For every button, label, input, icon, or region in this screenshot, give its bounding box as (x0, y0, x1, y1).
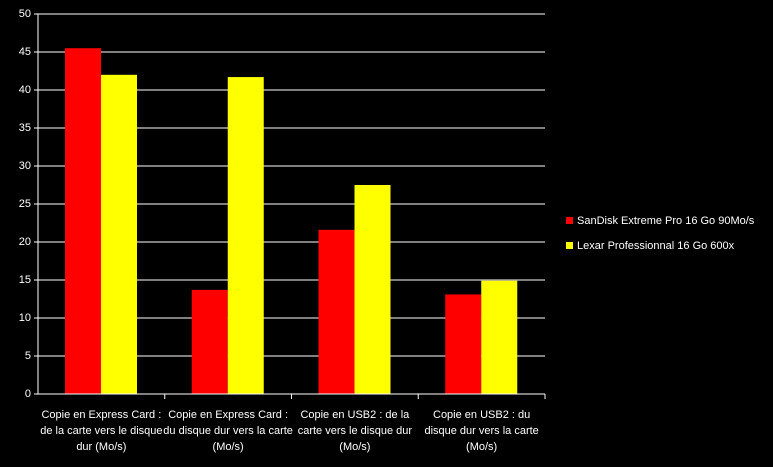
x-tick-label: Copie en Express Card : du disque dur ve… (163, 409, 293, 453)
y-tick-label: 45 (19, 46, 31, 58)
y-tick-label: 35 (19, 122, 31, 134)
legend-label: Lexar Professionnal 16 Go 600x (577, 240, 735, 252)
bar (481, 280, 518, 394)
y-tick-label: 25 (19, 198, 31, 210)
y-tick-label: 50 (19, 8, 31, 20)
y-tick-label: 30 (19, 160, 31, 172)
bar (191, 289, 228, 394)
y-tick-label: 40 (19, 84, 31, 96)
y-tick-label: 20 (19, 236, 31, 248)
bar (101, 74, 137, 395)
legend-swatch (566, 217, 573, 224)
x-tick-label: Copie en USB2 : de la carte vers le disq… (297, 409, 413, 453)
y-tick-label: 10 (19, 312, 31, 324)
x-tick-label: Copie en Express Card : de la carte vers… (40, 409, 163, 453)
legend-label: SanDisk Extreme Pro 16 Go 90Mo/s (577, 215, 755, 227)
legend-swatch (566, 242, 573, 249)
y-tick-label: 5 (25, 350, 31, 362)
y-tick-label: 15 (19, 274, 31, 286)
bar (318, 229, 355, 394)
bar (445, 294, 482, 394)
x-tick-label: Copie en USB2 : du disque dur vers la ca… (424, 409, 539, 453)
bar (227, 77, 264, 394)
bar (354, 185, 391, 394)
bar (65, 48, 101, 394)
y-tick-label: 0 (25, 388, 31, 400)
